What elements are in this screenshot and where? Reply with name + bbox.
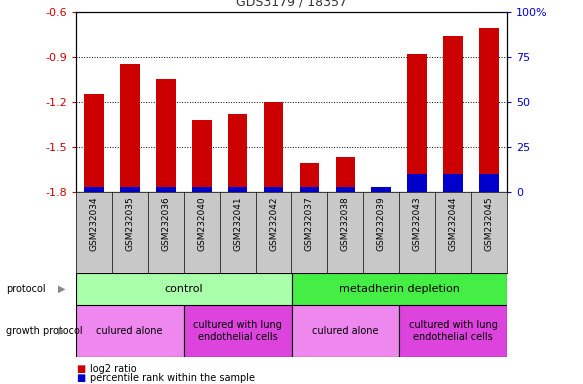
Bar (264, 102, 283, 192)
Text: control: control (164, 284, 203, 294)
Bar (76, 273, 292, 305)
Bar (192, 120, 212, 192)
Bar (300, 164, 319, 192)
Text: log2 ratio: log2 ratio (90, 364, 137, 374)
Text: metadherin depletion: metadherin depletion (339, 284, 460, 294)
Bar (479, 174, 499, 192)
Text: ■: ■ (76, 364, 85, 374)
Bar (84, 94, 104, 192)
Text: GSM232043: GSM232043 (413, 196, 422, 251)
Text: GSM232040: GSM232040 (197, 196, 206, 251)
Bar (399, 305, 507, 357)
Bar (300, 187, 319, 192)
Text: growth protocol: growth protocol (6, 326, 82, 336)
Bar (408, 54, 427, 192)
Bar (336, 157, 355, 192)
Bar (444, 36, 463, 192)
Bar (156, 79, 175, 192)
Text: ▶: ▶ (58, 284, 66, 294)
Bar (264, 187, 283, 192)
Text: protocol: protocol (6, 284, 45, 294)
Bar (156, 187, 175, 192)
Text: percentile rank within the sample: percentile rank within the sample (90, 373, 255, 383)
Text: GSM232041: GSM232041 (233, 196, 242, 251)
Bar (371, 187, 391, 192)
Bar (228, 114, 247, 192)
Text: GSM232044: GSM232044 (449, 196, 458, 250)
Text: GSM232036: GSM232036 (161, 196, 170, 251)
Text: cultured with lung
endothelial cells: cultured with lung endothelial cells (409, 320, 498, 342)
Text: culured alone: culured alone (312, 326, 379, 336)
Text: GSM232045: GSM232045 (484, 196, 494, 251)
Bar (76, 305, 184, 357)
Text: GSM232034: GSM232034 (89, 196, 99, 251)
Bar (120, 64, 139, 192)
Bar (292, 305, 399, 357)
Bar (184, 305, 292, 357)
Text: GSM232039: GSM232039 (377, 196, 386, 251)
Title: GDS3179 / 18357: GDS3179 / 18357 (236, 0, 347, 9)
Text: ■: ■ (76, 373, 85, 383)
Bar (192, 187, 212, 192)
Text: GSM232038: GSM232038 (341, 196, 350, 251)
Bar (292, 273, 507, 305)
Bar (479, 28, 499, 192)
Bar (408, 174, 427, 192)
Bar (371, 187, 391, 192)
Bar (336, 187, 355, 192)
Text: GSM232037: GSM232037 (305, 196, 314, 251)
Text: culured alone: culured alone (96, 326, 163, 336)
Bar (120, 187, 139, 192)
Text: GSM232035: GSM232035 (125, 196, 134, 251)
Text: ▶: ▶ (58, 326, 66, 336)
Bar (228, 187, 247, 192)
Bar (84, 187, 104, 192)
Text: GSM232042: GSM232042 (269, 196, 278, 250)
Bar (444, 174, 463, 192)
Text: cultured with lung
endothelial cells: cultured with lung endothelial cells (193, 320, 282, 342)
